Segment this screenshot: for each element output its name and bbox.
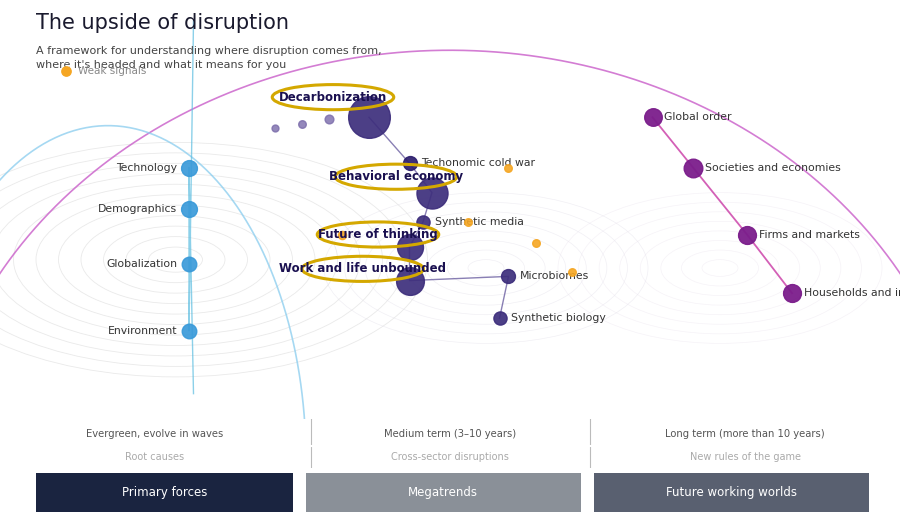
- Text: Global order: Global order: [664, 112, 732, 122]
- Text: Evergreen, evolve in waves: Evergreen, evolve in waves: [86, 429, 223, 438]
- Text: Behavioral economy: Behavioral economy: [328, 170, 464, 183]
- Text: Primary forces: Primary forces: [122, 486, 207, 499]
- Text: Synthetic media: Synthetic media: [435, 217, 524, 227]
- Text: Environment: Environment: [108, 326, 177, 336]
- Point: [501, 272, 516, 281]
- Point: [182, 327, 196, 335]
- Text: Synthetic biology: Synthetic biology: [511, 313, 606, 323]
- Point: [321, 115, 336, 124]
- Point: [335, 231, 349, 239]
- Point: [402, 243, 417, 251]
- Text: Weak signals: Weak signals: [78, 66, 147, 76]
- Text: Firms and markets: Firms and markets: [759, 230, 859, 239]
- Point: [686, 163, 700, 172]
- Point: [564, 268, 579, 277]
- Text: Techonomic cold war: Techonomic cold war: [421, 158, 536, 169]
- Point: [645, 113, 660, 121]
- Text: Root causes: Root causes: [125, 452, 184, 462]
- Text: Medium term (3–10 years): Medium term (3–10 years): [384, 429, 516, 438]
- Text: Megatrends: Megatrends: [409, 486, 478, 499]
- Text: Long term (more than 10 years): Long term (more than 10 years): [665, 429, 825, 438]
- Point: [402, 277, 417, 285]
- Text: Future of thinking: Future of thinking: [318, 228, 438, 241]
- Point: [501, 163, 516, 172]
- Point: [425, 189, 439, 197]
- Text: Societies and economies: Societies and economies: [705, 162, 841, 173]
- Point: [267, 124, 282, 132]
- Point: [182, 205, 196, 214]
- Text: Microbiomes: Microbiomes: [520, 271, 590, 281]
- Text: Demographics: Demographics: [98, 204, 177, 215]
- FancyBboxPatch shape: [36, 473, 292, 512]
- Point: [58, 67, 73, 75]
- Point: [362, 113, 376, 121]
- Point: [528, 239, 543, 247]
- Point: [461, 218, 475, 226]
- Text: Households and individuals: Households and individuals: [804, 288, 900, 298]
- FancyBboxPatch shape: [306, 473, 580, 512]
- Point: [294, 119, 309, 128]
- Point: [785, 289, 799, 297]
- Point: [402, 159, 417, 168]
- Text: A framework for understanding where disruption comes from,
where it's headed and: A framework for understanding where disr…: [36, 46, 382, 70]
- Text: Work and life unbounded: Work and life unbounded: [279, 262, 446, 276]
- Text: The upside of disruption: The upside of disruption: [36, 12, 289, 33]
- Point: [182, 163, 196, 172]
- Text: Decarbonization: Decarbonization: [279, 90, 387, 103]
- Point: [416, 218, 430, 226]
- Point: [740, 231, 754, 239]
- Text: Future working worlds: Future working worlds: [666, 486, 796, 499]
- FancyBboxPatch shape: [594, 473, 868, 512]
- Point: [492, 314, 507, 323]
- Text: Cross-sector disruptions: Cross-sector disruptions: [392, 452, 508, 462]
- Text: Technology: Technology: [116, 162, 177, 173]
- Text: New rules of the game: New rules of the game: [689, 452, 801, 462]
- Text: Globalization: Globalization: [106, 259, 177, 269]
- Point: [182, 260, 196, 268]
